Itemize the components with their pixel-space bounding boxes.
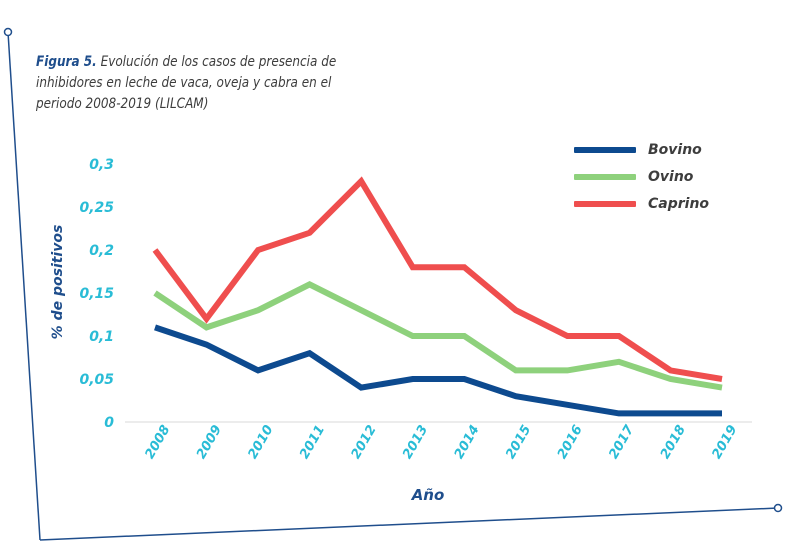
x-tick-label: 2009 (194, 423, 225, 462)
y-tick-label: 0,25 (79, 200, 114, 216)
series-line-ovino (153, 281, 723, 391)
legend-item-caprino: Caprino (574, 190, 709, 217)
frame-left-line (7, 31, 41, 541)
series-line-caprino (152, 176, 723, 382)
legend-swatch-caprino (574, 200, 636, 207)
figure-caption: Figura 5. Evolución de los casos de pres… (36, 52, 363, 115)
legend-item-bovino: Bovino (574, 136, 709, 163)
frame-right-dot (773, 503, 783, 513)
legend-swatch-bovino (574, 146, 636, 153)
frame-top-dot (3, 27, 13, 37)
decorative-frame (3, 27, 783, 541)
x-tick-label: 2017 (606, 422, 638, 462)
x-tick-label: 2011 (297, 423, 328, 462)
y-tick-label: 0 (104, 415, 114, 431)
x-tick-label: 2012 (349, 423, 380, 462)
legend-swatch-ovino (574, 173, 636, 180)
y-tick-label: 0,3 (89, 157, 114, 173)
y-tick-label: 0,05 (79, 372, 114, 388)
y-tick-labels: 0 0,05 0,1 0,15 0,2 0,25 0,3 (79, 157, 114, 431)
legend-label-caprino: Caprino (648, 195, 710, 212)
x-tick-label: 2008 (142, 423, 173, 462)
figure-caption-text: Evolución de los casos de presencia de i… (36, 54, 337, 112)
x-tick-label: 2016 (555, 423, 586, 462)
x-tick-label: 2019 (709, 423, 740, 462)
series-lines (152, 176, 723, 417)
x-tick-label: 2015 (503, 423, 534, 462)
x-axis-title: Año (411, 486, 445, 504)
x-tick-label: 2013 (400, 423, 431, 462)
legend-label-bovino: Bovino (648, 141, 702, 158)
series-line-bovino (154, 324, 722, 417)
legend-item-ovino: Ovino (574, 163, 709, 190)
y-tick-label: 0,2 (89, 243, 114, 259)
x-tick-label: 2014 (452, 423, 483, 462)
chart-legend: Bovino Ovino Caprino (574, 136, 709, 217)
y-tick-label: 0,1 (89, 329, 114, 345)
x-tick-labels: 2008 2009 2010 2011 2012 2013 2014 2015 2016 2017… (142, 422, 740, 462)
x-tick-label: 2010 (246, 423, 277, 462)
y-tick-label: 0,15 (79, 286, 114, 302)
x-tick-label: 2018 (658, 423, 689, 462)
figure-label: Figura 5. (36, 54, 97, 70)
frame-bottom-line (39, 507, 779, 541)
y-axis-title: % de positivos (50, 224, 66, 340)
legend-label-ovino: Ovino (648, 168, 694, 185)
